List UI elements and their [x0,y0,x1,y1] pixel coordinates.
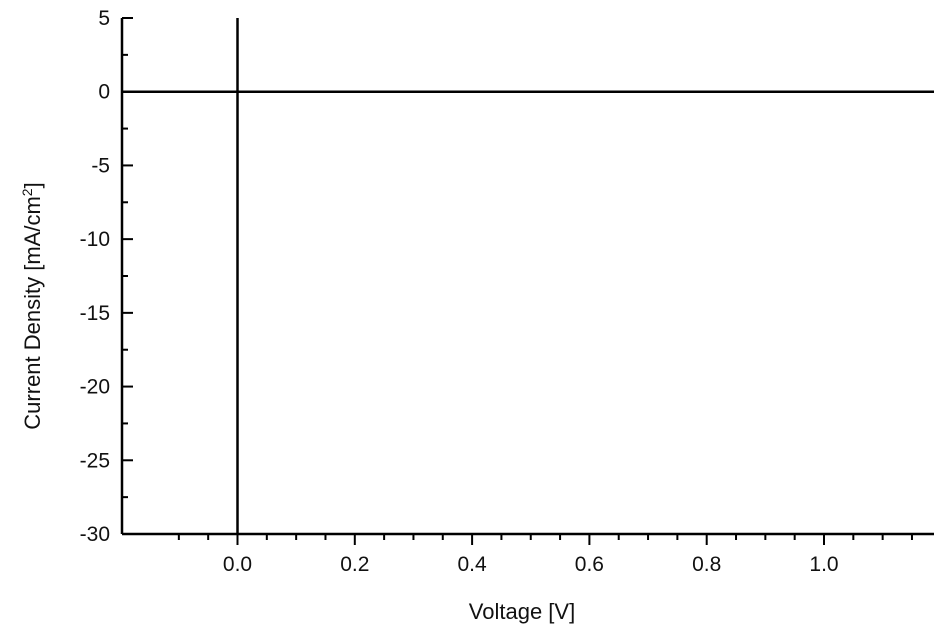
x-axis-ticks: 0.0 0.2 0.4 0.6 0.8 1.0 [177,534,913,576]
x-tick-label: 0.8 [692,553,721,576]
y-tick-label: -30 [80,523,110,546]
y-tick-label: -15 [80,302,110,325]
y-axis-ticks: 5 0 -5 -10 -15 -20 -25 -30 [80,7,133,546]
y-tick-label: -10 [80,228,110,251]
y-tick-label: -5 [91,154,110,177]
y-tick-label: -25 [80,449,110,472]
y-tick-label: 0 [98,81,110,104]
x-tick-label: 0.2 [340,553,369,576]
y-tick-label: 5 [98,7,110,30]
x-tick-label: 0.6 [575,553,604,576]
x-tick-label: 0.0 [223,553,252,576]
x-tick-label: 1.0 [809,553,838,576]
y-tick-label: -20 [80,376,110,399]
y-axis-title: Current Density [mA/cm2] [19,182,45,429]
x-axis-title: Voltage [V] [469,599,575,624]
x-tick-label: 0.4 [457,553,487,576]
reference-lines [122,18,934,534]
